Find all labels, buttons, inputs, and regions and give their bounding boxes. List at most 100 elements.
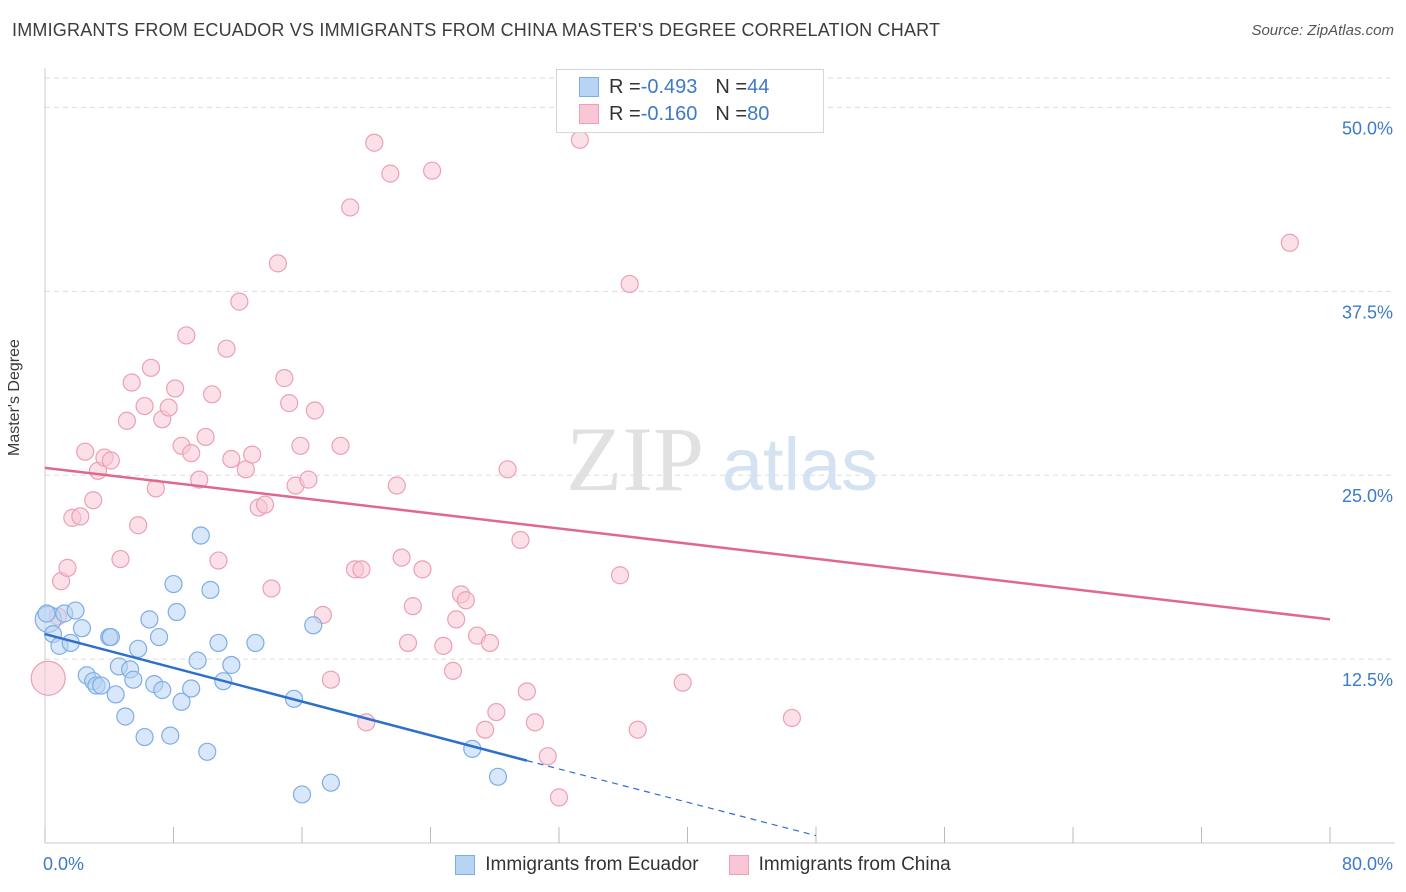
- legend-row-china: R = -0.160 N = 80: [579, 102, 769, 126]
- y-tick-label: 12.5%: [1342, 670, 1393, 690]
- watermark-zip: ZIP: [566, 408, 704, 510]
- ecuador-point: [292, 785, 312, 804]
- china-legend-label: Immigrants from China: [758, 854, 951, 875]
- china-n-label: N =: [715, 102, 748, 125]
- china-point: [570, 130, 589, 149]
- china-point: [84, 491, 103, 510]
- china-point: [76, 442, 95, 461]
- china-n-value: 80: [747, 102, 770, 125]
- ecuador-point: [209, 633, 228, 653]
- watermark-atlas: atlas: [722, 423, 878, 506]
- china-point: [511, 530, 530, 550]
- china-point: [782, 708, 802, 728]
- china-point: [262, 579, 281, 598]
- ecuador-swatch: [579, 77, 599, 97]
- y-tick-label: 50.0%: [1342, 118, 1393, 138]
- ecuador-point: [37, 604, 56, 623]
- ecuador-point: [304, 616, 323, 635]
- legend-item-china[interactable]: Immigrants from China: [728, 854, 951, 876]
- ecuador-point: [66, 601, 85, 620]
- ecuador-point: [182, 679, 201, 698]
- china-point: [443, 661, 463, 680]
- china-point: [280, 394, 299, 413]
- ecuador-legend-label: Immigrants from Ecuador: [485, 854, 699, 875]
- ecuador-n-value: 44: [747, 75, 770, 98]
- china-point: [255, 495, 275, 514]
- china-point: [111, 549, 130, 569]
- china-legend-swatch: [728, 855, 749, 875]
- ecuador-point: [116, 707, 135, 726]
- ecuador-point: [153, 680, 172, 700]
- ecuador-legend-swatch: [455, 855, 476, 875]
- china-point: [480, 633, 500, 653]
- ecuador-point: [164, 574, 183, 594]
- china-point: [222, 449, 241, 469]
- china-point: [476, 720, 495, 739]
- legend-item-ecuador[interactable]: Immigrants from Ecuador: [455, 854, 699, 876]
- china-point: [30, 660, 66, 696]
- china-point: [628, 720, 647, 739]
- china-point: [190, 470, 209, 489]
- china-point: [365, 133, 384, 152]
- china-point: [549, 788, 569, 807]
- ecuador-trendline-extension: [526, 760, 817, 837]
- ecuador-point: [129, 639, 148, 658]
- ecuador-point: [188, 651, 207, 670]
- china-point: [305, 401, 324, 420]
- china-point: [122, 373, 141, 392]
- china-point: [177, 326, 196, 345]
- china-point: [230, 292, 249, 311]
- ecuador-r-label: R =: [609, 75, 641, 98]
- china-point: [413, 560, 432, 579]
- china-point: [487, 702, 506, 722]
- ecuador-point: [135, 727, 154, 747]
- ecuador-point: [488, 767, 508, 786]
- china-point: [299, 470, 318, 489]
- china-points: [30, 130, 1299, 807]
- ecuador-point: [167, 602, 186, 622]
- china-point: [403, 597, 422, 616]
- ecuador-point: [246, 633, 265, 653]
- china-point: [117, 411, 137, 430]
- china-point: [447, 610, 466, 629]
- china-point: [341, 198, 360, 217]
- ecuador-trendline: [44, 632, 528, 762]
- china-point: [352, 560, 371, 579]
- ecuador-points: [34, 526, 508, 804]
- china-point: [217, 339, 236, 358]
- china-point: [517, 682, 536, 701]
- ecuador-point: [201, 580, 220, 600]
- ecuador-point: [101, 627, 120, 647]
- china-point: [673, 673, 692, 692]
- china-r-value: -0.160: [640, 102, 698, 125]
- ecuador-point: [92, 676, 111, 695]
- china-point: [275, 369, 294, 388]
- ecuador-n-label: N =: [715, 75, 748, 98]
- chart-title: IMMIGRANTS FROM ECUADOR VS IMMIGRANTS FR…: [12, 20, 941, 40]
- china-point: [182, 444, 201, 463]
- ecuador-point: [222, 655, 241, 675]
- ecuador-point: [149, 627, 169, 647]
- ecuador-point: [124, 670, 143, 689]
- china-point: [135, 396, 154, 416]
- china-point: [525, 713, 545, 732]
- tick-labels: 12.5% 25.0% 37.5% 50.0% 0.0% 80.0%: [43, 118, 1393, 874]
- china-point: [196, 427, 215, 447]
- ecuador-point: [198, 742, 217, 761]
- china-point: [456, 591, 475, 610]
- y-tick-label: 37.5%: [1342, 302, 1393, 322]
- china-point: [423, 161, 442, 180]
- china-r-label: R =: [609, 102, 641, 125]
- china-point: [381, 164, 400, 183]
- china-point: [268, 254, 288, 273]
- ecuador-point: [72, 619, 92, 638]
- grid: [45, 77, 1395, 660]
- china-point: [243, 445, 262, 464]
- china-swatch: [579, 104, 599, 124]
- china-point: [321, 670, 341, 689]
- x-tick-label-max: 80.0%: [1342, 854, 1393, 874]
- china-point: [129, 516, 148, 535]
- stats-legend: R = -0.493 N = 44 R = -0.160 N = 80: [556, 69, 824, 133]
- ecuador-point: [106, 685, 125, 704]
- china-point: [331, 436, 350, 455]
